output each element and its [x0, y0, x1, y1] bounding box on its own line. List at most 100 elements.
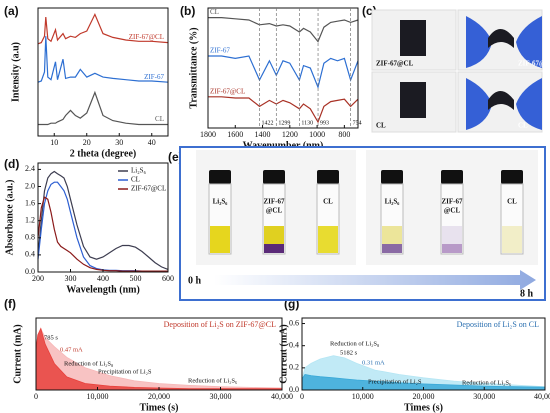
chart-title: Deposition of Li₂S on ZIF-67@CL [164, 320, 276, 329]
panel-label: (f) [4, 297, 16, 311]
annotation: 1299 [278, 120, 290, 126]
y-axis-label: Transmittance (%) [188, 27, 199, 108]
time-label: 8 h [520, 288, 534, 299]
line [208, 55, 359, 90]
vial-cap [317, 170, 339, 184]
legend-label: CL [131, 176, 140, 184]
x-tick-label: 40,000 [271, 392, 293, 401]
y-tick-label: 0.8 [25, 233, 35, 242]
photo-label: CL [376, 122, 386, 130]
y-tick-label: 0.6 [289, 318, 299, 327]
photo-label: CL [518, 122, 528, 130]
line [208, 96, 359, 124]
x-tick-label: 1400 [255, 130, 271, 139]
annotation: 1130 [301, 120, 313, 126]
series-label: CL [155, 115, 164, 123]
plot-frame [37, 162, 169, 273]
plot-frame [37, 7, 169, 137]
vial-cap [441, 170, 463, 184]
x-tick-label: 30,000 [473, 392, 495, 401]
annotation: Reduction of Li₂S₆ [188, 377, 237, 384]
fabric [400, 20, 426, 56]
vial-cap [209, 170, 231, 184]
y-tick-label: 2.4 [25, 164, 35, 173]
x-tick-label: 10,000 [87, 392, 109, 401]
x-tick-label: 800 [338, 130, 350, 139]
time-arrow [214, 270, 536, 290]
annotation: Reduction of Li₂S₈ [330, 340, 379, 347]
annotation: 5182 s [340, 349, 358, 356]
x-tick-label: 1600 [227, 130, 243, 139]
line [38, 90, 168, 126]
vial-label: Li₂S₆ [385, 198, 400, 206]
fabric-bent [488, 29, 514, 48]
vial-label: @CL [444, 207, 461, 215]
x-axis-label: Wavelength (nm) [66, 284, 140, 295]
annotation: Precipitation of Li₂S [98, 368, 152, 375]
x-tick-label: 1800 [200, 130, 216, 139]
x-axis-label: Times (s) [404, 402, 443, 413]
liquid-bottom [318, 244, 338, 253]
y-axis-label: Current (mA) [12, 324, 23, 384]
y-tick-label: 0.4 [289, 341, 299, 350]
series-label: ZIF-67@CL [129, 33, 164, 41]
y-tick-label: 0.0 [289, 385, 299, 394]
vial-label: CL [323, 198, 333, 206]
photo-label: ZIF-67@CL [518, 60, 550, 68]
series-label: ZIF-67@CL [210, 87, 245, 95]
annotation: Precipitation of Li₂S [368, 378, 422, 385]
x-tick-label: 1000 [309, 130, 325, 139]
annotation: 754 [353, 120, 362, 126]
x-tick-label: 10 [50, 138, 58, 147]
x-tick-label: 500 [130, 274, 142, 283]
glove [466, 78, 542, 130]
x-tick-label: 10,000 [352, 392, 374, 401]
series-label: ZIF-67 [210, 47, 230, 55]
x-tick-label: 30,000 [210, 392, 232, 401]
liquid-bottom [382, 244, 402, 253]
vial-cap [381, 170, 403, 184]
annotation: 993 [320, 120, 329, 126]
x-tick-label: 20 [83, 138, 91, 147]
series-label: CL [210, 8, 219, 16]
y-tick-label: 2.0 [25, 181, 35, 190]
y-tick-label: 0.0 [25, 267, 35, 276]
x-tick-label: 30 [115, 138, 123, 147]
x-axis-label: Wavenumber (nm) [243, 140, 324, 151]
panel-label: (a) [4, 4, 19, 18]
y-tick-label: 1.2 [25, 216, 35, 225]
annotation: Reduction of Li₂S₆ [462, 379, 511, 386]
vial-label: @CL [266, 207, 283, 215]
liquid-bottom [442, 244, 462, 253]
vial-cap [501, 170, 523, 184]
liquid-bottom [502, 244, 522, 253]
annotation: 0.31 mA [362, 359, 385, 366]
y-axis-label: Current (mA) [278, 324, 289, 384]
x-tick-label: 400 [97, 274, 109, 283]
x-axis-label: 2 theta (degree) [70, 148, 136, 159]
line [37, 170, 169, 270]
annotation: 1422 [262, 120, 274, 126]
liquid-bottom [210, 244, 230, 253]
line [208, 17, 359, 43]
y-axis-label: Absorbance (a.u.) [4, 180, 15, 256]
x-tick-label: 0 [300, 392, 304, 401]
liquid-bottom [264, 244, 284, 253]
vial-label: Li₂S₆ [213, 198, 228, 206]
vial-cap [263, 170, 285, 184]
x-tick-label: 20,000 [148, 392, 170, 401]
x-axis-label: Times (s) [140, 402, 179, 413]
annotation: Reduction of Li₂S₈ [64, 360, 113, 367]
line [37, 196, 168, 272]
x-tick-label: 0 [34, 392, 38, 401]
area [35, 327, 283, 391]
vial-label: ZIF-67 [442, 198, 464, 206]
x-tick-label: 200 [32, 274, 44, 283]
x-tick-label: 40,000 [534, 392, 550, 401]
x-tick-label: 40 [148, 138, 156, 147]
fabric [400, 82, 426, 118]
photo-label: ZIF-67@CL [376, 60, 414, 68]
y-tick-label: 0.2 [289, 363, 299, 372]
x-tick-label: 20,000 [413, 392, 435, 401]
